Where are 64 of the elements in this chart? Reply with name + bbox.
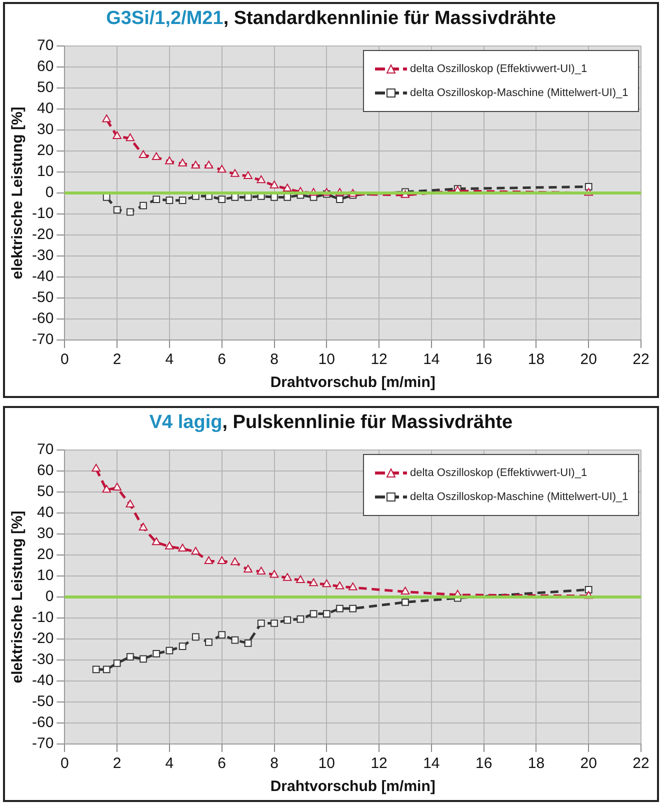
x-tick-label: 16 [475,351,492,368]
y-tick-label: -10 [32,205,54,222]
y-tick-label: -50 [32,289,54,306]
x-tick-label: 20 [580,755,597,772]
y-axis-title: elektrische Leistung [%] [9,106,26,280]
chart-title: V4 lagig, Pulskennlinie für Massivdrähte [148,412,514,434]
y-tick-label: 70 [36,441,54,458]
x-tick-label: 16 [475,755,492,772]
x-tick-label: 10 [318,351,335,368]
legend-label: delta Oszilloskop (Effektivwert-UI)_1 [410,467,588,479]
x-axis-title: Drahtvorschub [m/min] [270,374,436,392]
x-tick-label: 6 [218,755,226,772]
y-tick-label: 20 [36,546,54,564]
x-axis-title: Drahtvorschub [m/min] [270,778,436,796]
y-tick-label: 0 [45,588,54,606]
x-tick-label: 4 [165,351,174,368]
x-tick-label: 2 [112,351,122,368]
y-tick-label: 70 [36,37,54,54]
y-tick-label: -20 [32,630,54,648]
y-tick-label: -50 [32,693,54,710]
x-tick-label: 10 [318,755,335,772]
x-tick-label: 0 [60,755,69,772]
chart-title: G3Si/1,2/M21, Standardkennlinie für Massivdrähte [105,8,557,30]
x-tick-label: 20 [580,351,597,368]
y-axis-title: elektrische Leistung [%] [9,510,26,684]
y-tick-label: 40 [36,100,54,118]
x-tick-label: 4 [165,755,174,772]
y-tick-label: 60 [36,462,54,480]
y-tick-label: -60 [32,310,54,328]
y-tick-label: 60 [36,58,54,76]
x-tick-label: 6 [218,351,226,368]
y-tick-label: -70 [32,735,54,752]
legend-label: delta Oszilloskop-Maschine (Mittelwert-UI)_1 [410,491,628,503]
x-tick-label: 14 [423,755,440,772]
y-tick-label: -10 [32,609,54,626]
y-tick-label: -30 [32,247,54,264]
y-tick-label: -70 [32,331,54,348]
y-tick-label: 10 [36,163,54,180]
y-tick-label: 30 [36,121,54,138]
x-tick-label: 18 [528,351,545,368]
y-tick-label: 20 [36,142,54,160]
y-tick-label: 0 [45,184,54,202]
x-tick-label: 8 [270,351,278,368]
y-tick-label: 50 [36,79,54,96]
x-tick-label: 2 [112,755,122,772]
y-tick-label: 50 [36,483,54,500]
x-tick-label: 8 [270,755,278,772]
x-tick-label: 14 [423,351,440,368]
x-tick-label: 22 [632,351,650,368]
x-tick-label: 18 [528,755,545,772]
y-tick-label: 40 [36,504,54,522]
y-tick-label: 30 [36,525,54,542]
x-tick-label: 0 [60,351,69,368]
x-tick-label: 12 [370,755,388,772]
y-tick-label: -40 [32,672,54,690]
y-tick-label: 10 [36,567,54,584]
legend-label: delta Oszilloskop-Maschine (Mittelwert-UI)_1 [410,87,628,99]
x-tick-label: 12 [370,351,388,368]
y-tick-label: -60 [32,714,54,732]
x-tick-label: 22 [632,755,650,772]
y-tick-label: -20 [32,226,54,244]
legend-label: delta Oszilloskop (Effektivwert-UI)_1 [410,63,588,75]
y-tick-label: -30 [32,651,54,668]
y-tick-label: -40 [32,268,54,286]
